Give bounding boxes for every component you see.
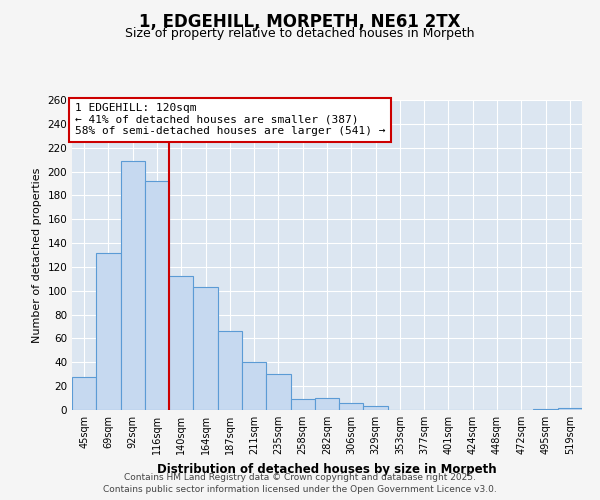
Text: 1, EDGEHILL, MORPETH, NE61 2TX: 1, EDGEHILL, MORPETH, NE61 2TX: [139, 12, 461, 30]
Bar: [96, 252, 121, 410]
Bar: [315, 398, 339, 410]
Bar: [290, 400, 315, 410]
Text: Contains public sector information licensed under the Open Government Licence v3: Contains public sector information licen…: [103, 484, 497, 494]
Text: Size of property relative to detached houses in Morpeth: Size of property relative to detached ho…: [125, 28, 475, 40]
Bar: [242, 362, 266, 410]
Bar: [169, 276, 193, 410]
Bar: [364, 406, 388, 410]
Bar: [558, 408, 582, 410]
Bar: [193, 287, 218, 410]
Y-axis label: Number of detached properties: Number of detached properties: [32, 168, 42, 342]
Bar: [145, 181, 169, 410]
Bar: [121, 161, 145, 410]
Bar: [218, 332, 242, 410]
Text: 1 EDGEHILL: 120sqm
← 41% of detached houses are smaller (387)
58% of semi-detach: 1 EDGEHILL: 120sqm ← 41% of detached hou…: [74, 103, 385, 136]
Bar: [72, 376, 96, 410]
X-axis label: Distribution of detached houses by size in Morpeth: Distribution of detached houses by size …: [157, 462, 497, 475]
Bar: [533, 409, 558, 410]
Bar: [339, 403, 364, 410]
Text: Contains HM Land Registry data © Crown copyright and database right 2025.: Contains HM Land Registry data © Crown c…: [124, 473, 476, 482]
Bar: [266, 374, 290, 410]
